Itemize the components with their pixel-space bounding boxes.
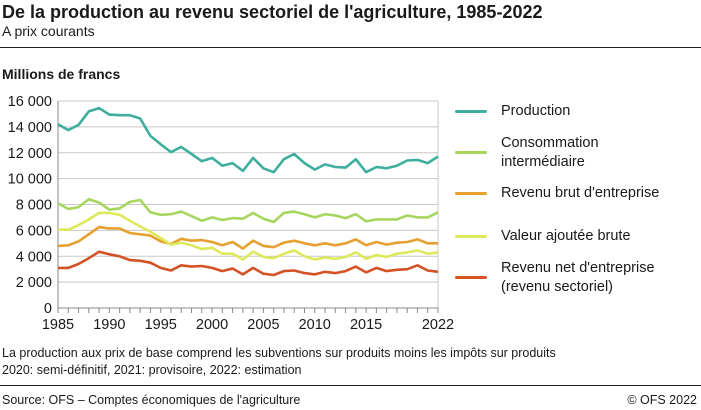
chart-title: De la production au revenu sectoriel de … [2,2,543,22]
chart-subtitle: A prix courants [2,23,95,39]
legend-swatch [455,110,487,113]
y-tick-label: 14 000 [8,120,52,136]
y-tick-label: 0 [44,301,52,317]
copyright-text: © OFS 2022 [627,393,697,407]
legend-swatch [455,151,487,154]
x-tick-label: 2022 [422,317,454,333]
legend-label: Production [501,103,571,119]
series-line-4 [58,250,439,277]
series-line-0 [57,106,439,174]
y-tick-label: 2 000 [16,275,52,291]
y-tick-label: 8 000 [16,198,52,214]
legend-label: Revenu brut d'entreprise [501,185,660,201]
y-tick-label: 6 000 [16,223,52,239]
y-tick-label: 4 000 [16,249,52,265]
legend-label: Revenu net d'entreprise (revenu sectorie… [501,260,655,295]
legend-label: Valeur ajoutée brute [501,228,631,244]
x-tick-label: 1990 [93,317,125,333]
header-divider [0,47,701,48]
series-line-1 [57,198,439,224]
x-tick-label: 1985 [42,317,74,333]
y-tick-label: 12 000 [8,146,52,162]
x-tick-label: 1995 [145,317,177,333]
y-tick-label: 16 000 [8,94,52,110]
x-tick-label: 2010 [299,317,331,333]
legend-label: Consommation intermédiaire [501,135,599,170]
legend-swatch [455,276,487,279]
y-tick-label: 10 000 [8,172,52,188]
series-line-3 [58,211,439,261]
y-axis-label: Millions de francs [2,66,121,82]
footer-divider [0,385,701,386]
footnote-2: 2020: semi-définitif, 2021: provisoire, … [2,363,302,377]
series-line-2 [57,225,438,250]
x-tick-label: 2015 [350,317,382,333]
x-tick-label: 2005 [247,317,279,333]
source-text: Source: OFS – Comptes économiques de l'a… [2,393,301,407]
legend-swatch [455,192,487,195]
footnote-1: La production aux prix de base comprend … [2,346,556,360]
x-tick-label: 2000 [196,317,228,333]
legend-swatch [455,235,487,238]
